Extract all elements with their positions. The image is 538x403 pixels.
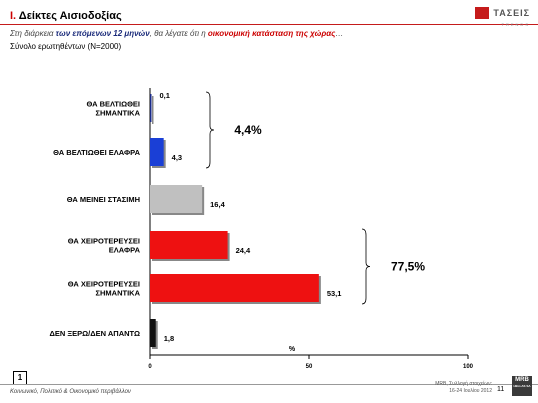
group-total-label: 77,5% <box>391 260 425 274</box>
page-number: 11 <box>497 386 505 393</box>
sample-base: Σύνολο ερωτηθέντων (Ν=2000) <box>10 42 122 51</box>
question-mid: , θα λέγατε ότι η <box>149 29 206 38</box>
data-label: 4,3 <box>172 153 182 162</box>
category-label: ΘΑ ΒΕΛΤΙΩΘΕΙ ΕΛΑΦΡΑ <box>53 148 140 157</box>
brand-logo: ΤΑΣΕΙΣ TRENDS <box>472 4 530 27</box>
source-line-1: MRB, Συλλογή στοιχείων: <box>435 381 492 387</box>
data-label: 24,4 <box>236 246 251 255</box>
question-post: … <box>335 29 344 38</box>
data-label: 53,1 <box>327 289 342 298</box>
x-tick-label: 50 <box>306 364 313 370</box>
mrb-logo: MRB HELLAS SA <box>512 376 532 396</box>
group-brace <box>361 228 371 305</box>
footer-divider <box>0 384 538 385</box>
mrb-logo-subtext: HELLAS SA <box>513 384 531 388</box>
data-label: 16,4 <box>210 200 225 209</box>
brand-logo-text: ΤΑΣΕΙΣ <box>493 7 530 18</box>
category-label: ΔΕΝ ΞΕΡΩ/ΔΕΝ ΑΠΑΝΤΩ <box>49 329 140 338</box>
bar <box>150 231 228 259</box>
category-label: ΘΑ ΧΕΙΡΟΤΕΡΕΥΣΕΙ ΣΗΜΑΝΤΙΚΑ <box>68 280 141 298</box>
bar <box>150 94 152 122</box>
title-number: Ι. <box>10 10 17 22</box>
survey-question: Στη διάρκεια των επόμενων 12 μηνών, θα λ… <box>10 29 343 38</box>
data-label: 1,8 <box>164 334 174 343</box>
bar-shadow <box>152 96 154 124</box>
source-line-2: 16-24 Ιουλίου 2012 <box>449 388 492 394</box>
section-number-box: 1 <box>13 371 27 385</box>
x-tick-label: 100 <box>463 364 474 370</box>
x-tick-label: 0 <box>148 364 152 370</box>
category-label: ΘΑ ΜΕΙΝΕΙ ΣΤΑΣΙΜΗ <box>67 195 140 204</box>
mrb-logo-text: MRB <box>515 377 529 383</box>
bar <box>150 185 203 213</box>
group-total-label: 4,4% <box>234 123 262 137</box>
page-title: Ι. Δείκτες Αισιοδοξίας <box>10 10 122 22</box>
data-label: 0,1 <box>160 91 170 100</box>
bar <box>150 319 156 347</box>
title-text: Δείκτες Αισιοδοξίας <box>18 10 122 22</box>
unit-label: % <box>289 346 296 353</box>
question-emphasis-2: οικονομική κατάσταση της χώρας <box>207 29 336 38</box>
bar <box>150 274 319 302</box>
category-label: ΘΑ ΧΕΙΡΟΤΕΡΕΥΣΕΙ ΕΛΑΦΡΑ <box>68 237 141 255</box>
header-divider <box>0 24 538 25</box>
bar <box>150 138 164 166</box>
category-label: ΘΑ ΒΕΛΤΙΩΘΕΙ ΣΗΜΑΝΤΙΚΑ <box>86 100 140 118</box>
brand-logo-subtext: TRENDS <box>501 22 530 27</box>
question-pre: Στη διάρκεια <box>10 29 54 38</box>
question-emphasis-1: των επόμενων 12 μηνών <box>55 29 150 38</box>
source-note: MRB, Συλλογή στοιχείων: 16-24 Ιουλίου 20… <box>400 381 492 395</box>
brand-logo-mark <box>474 6 489 19</box>
group-brace <box>205 91 215 169</box>
footer-text: Κοινωνικό, Πολιτικό & Οικονομικό περιβάλ… <box>10 389 131 395</box>
